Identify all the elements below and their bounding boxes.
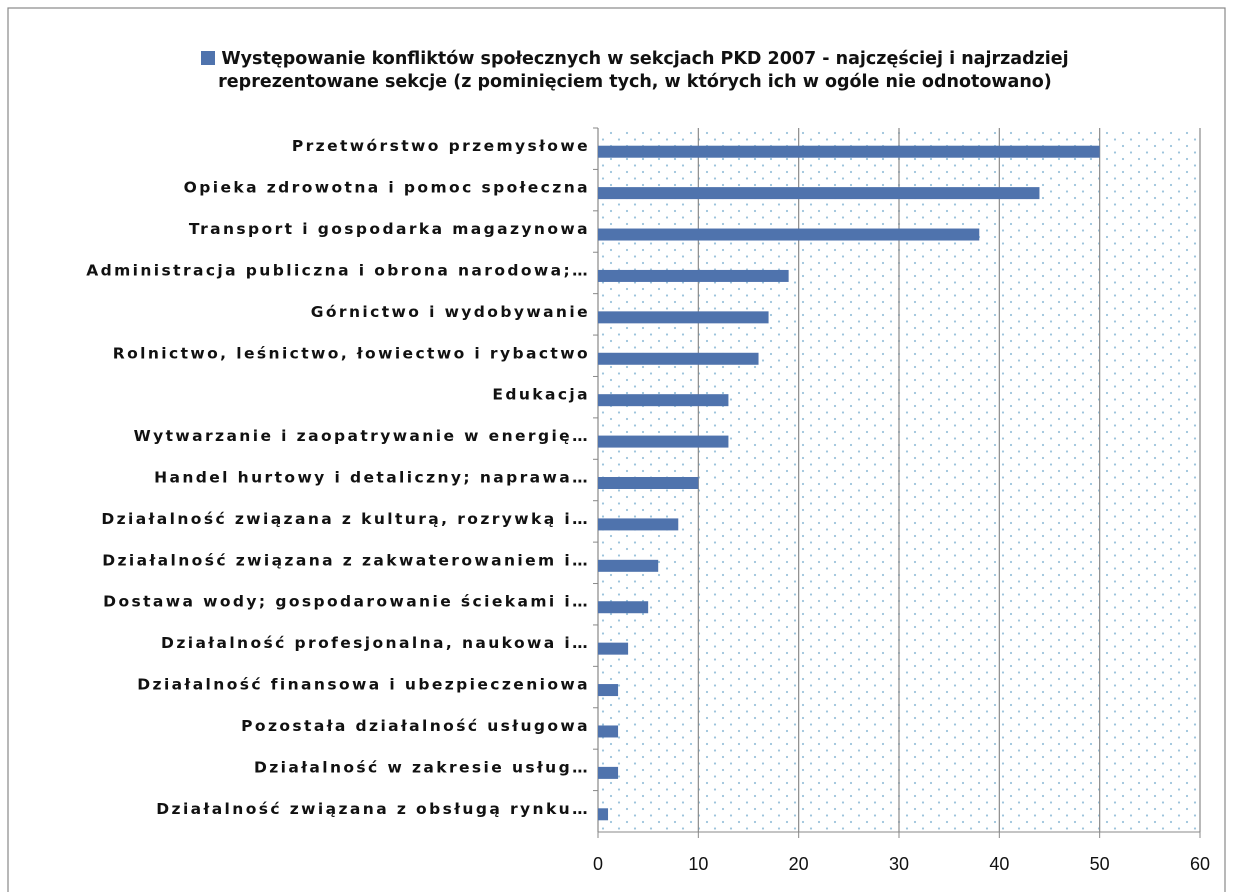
x-tick-label: 20 [789, 854, 809, 874]
x-tick-label: 40 [989, 854, 1009, 874]
y-tick-label: Działalność profesjonalna, naukowa i… [161, 634, 590, 652]
y-tick-label: Działalność związana z obsługą rynku… [156, 800, 590, 818]
y-tick-label: Handel hurtowy i detaliczny; naprawa… [154, 469, 590, 487]
bar [598, 145, 1100, 158]
y-tick-label: Przetwórstwo przemysłowe [292, 137, 590, 155]
bar [598, 311, 769, 324]
y-tick-label: Dostawa wody; gospodarowanie ściekami i… [103, 593, 590, 611]
y-tick-label: Działalność w zakresie usług… [254, 758, 590, 776]
x-tick-label: 50 [1090, 854, 1110, 874]
legend: Występowanie konfliktów społecznych w se… [130, 48, 1140, 94]
y-tick-label: Edukacja [492, 386, 590, 404]
bar [598, 642, 629, 655]
bar [598, 559, 659, 572]
y-tick-label: Opieka zdrowotna i pomoc społeczna [184, 179, 590, 197]
bar [598, 518, 679, 531]
y-tick-label: Górnictwo i wydobywanie [311, 303, 590, 321]
bar [598, 725, 619, 738]
y-tick-label: Wytwarzanie i zaopatrywanie w energię… [134, 427, 590, 445]
y-tick-label: Działalność finansowa i ubezpieczeniowa [137, 676, 590, 694]
y-tick-label: Rolnictwo, leśnictwo, łowiectwo i rybact… [113, 344, 590, 362]
bar [598, 394, 729, 407]
y-tick-label: Administracja publiczna i obrona narodow… [86, 261, 590, 279]
chart-border [7, 7, 1226, 892]
y-tick-label: Działalność związana z kulturą, rozrywką… [101, 510, 590, 528]
bar [598, 187, 1040, 200]
bar [598, 352, 759, 365]
y-tick-label: Transport i gospodarka magazynowa [189, 220, 590, 238]
bar [598, 601, 649, 614]
y-tick-label: Działalność związana z zakwaterowaniem i… [102, 551, 590, 569]
bar [598, 766, 619, 779]
bar [598, 228, 980, 241]
x-tick-label: 0 [593, 854, 603, 874]
y-tick-label: Pozostała działalność usługowa [241, 717, 590, 735]
bar [598, 808, 609, 821]
bar [598, 684, 619, 697]
x-tick-label: 30 [889, 854, 909, 874]
bar [598, 269, 789, 282]
bar [598, 477, 699, 489]
legend-label: Występowanie konfliktów społecznych w se… [218, 49, 1069, 92]
x-tick-label: 60 [1190, 854, 1210, 874]
bar [598, 435, 729, 448]
legend-swatch [201, 51, 216, 65]
x-tick-label: 10 [688, 854, 708, 874]
